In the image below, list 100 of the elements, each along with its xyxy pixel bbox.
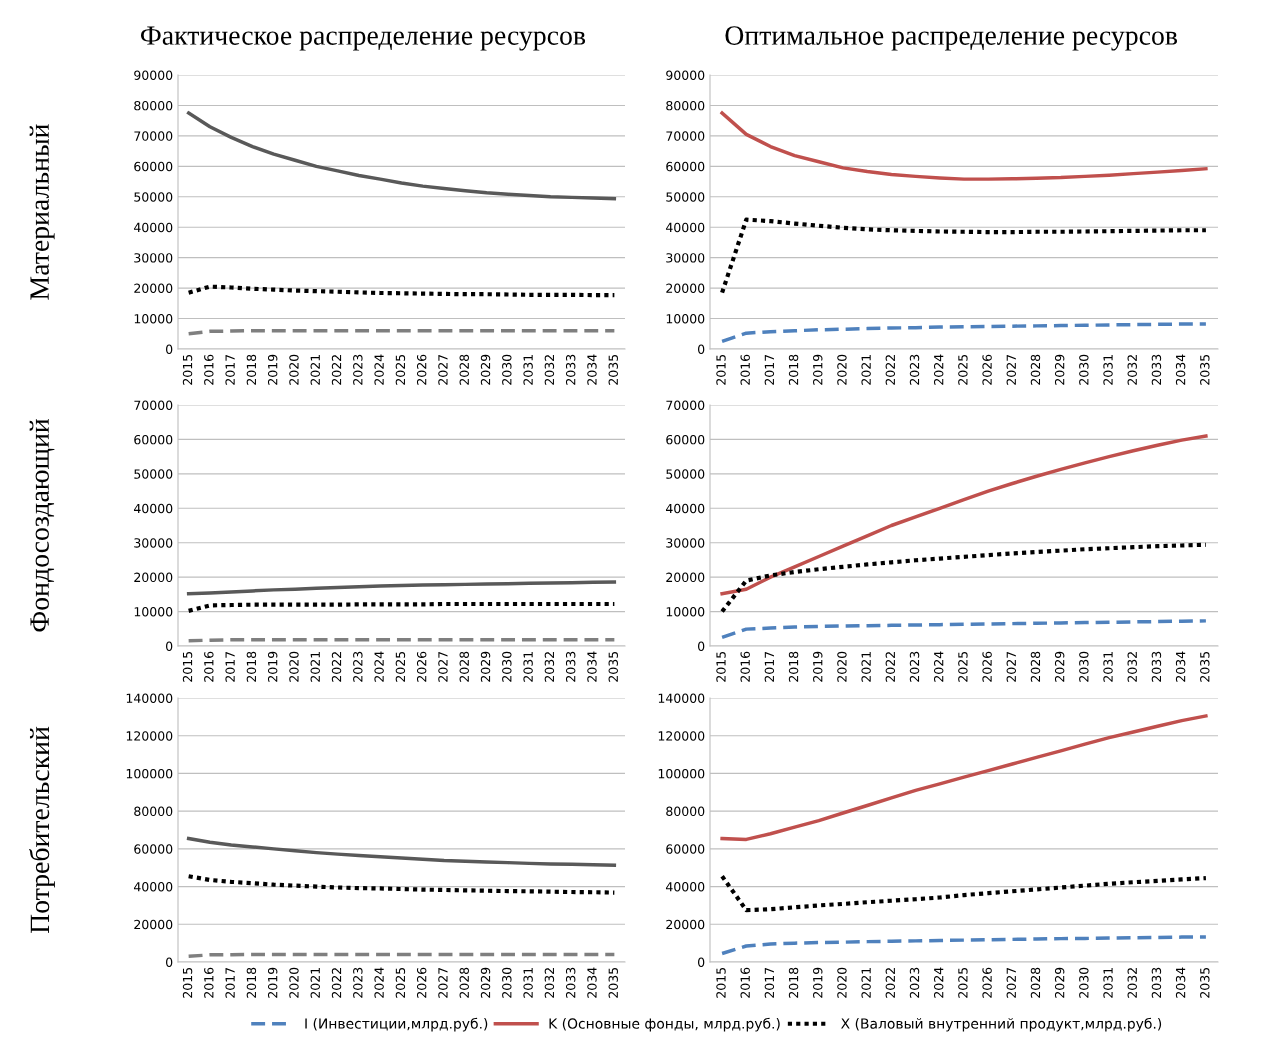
x-tick-label: 2027: [1006, 651, 1017, 682]
y-tick-label: 0: [166, 344, 173, 354]
x-tick-label: 2016: [740, 354, 750, 385]
x-tick-label: 2017: [225, 354, 235, 385]
x-tick-label: 2028: [1030, 967, 1041, 998]
line-series: [186, 580, 617, 596]
x-tick-label: 2019: [267, 967, 278, 998]
y-axis-title: Потребительский: [29, 726, 55, 934]
x-tick-label: 2031: [1103, 968, 1113, 998]
x-tick-label: 2022: [331, 968, 342, 998]
x-tick-label: 2021: [861, 968, 871, 998]
x-tick-label: 2016: [204, 354, 214, 385]
x-tick-label: 2019: [267, 354, 278, 385]
x-tick-label: 2021: [310, 968, 320, 998]
x-tick-label: 2015: [716, 651, 726, 682]
x-tick-label: 2026: [982, 967, 992, 998]
y-tick-label: 40000: [665, 503, 705, 514]
line-series: [186, 874, 617, 895]
y-tick-label: 90000: [666, 70, 705, 80]
x-tick-label: 2024: [933, 967, 944, 998]
x-tick-label: 2018: [246, 651, 257, 682]
x-tick-label: 2023: [353, 354, 363, 385]
y-tick-label: 30000: [134, 253, 173, 263]
x-tick-label: 2020: [837, 651, 847, 682]
x-tick-label: 2022: [331, 355, 342, 385]
x-tick-label: 2029: [1054, 651, 1065, 682]
x-tick-label: 2021: [861, 355, 871, 385]
y-tick-label: 70000: [134, 131, 173, 141]
x-tick-label: 2017: [764, 354, 775, 385]
chart-title: Оптимальное распределение ресурсов: [725, 26, 1178, 51]
line-series: [720, 714, 1208, 842]
line-series: [186, 111, 617, 201]
y-tick-label: 80000: [134, 806, 173, 817]
x-tick-label: 2032: [544, 355, 555, 385]
x-tick-label: 2025: [395, 651, 406, 682]
x-tick-label: 2016: [204, 967, 214, 998]
x-tick-label: 2034: [587, 967, 597, 998]
legend-label: I (Инвестиции,млрд.руб.): [305, 1017, 488, 1032]
x-tick-label: 2030: [1079, 967, 1089, 998]
x-tick-label: 2020: [289, 354, 299, 385]
line-series: [720, 542, 1208, 614]
x-tick-label: 2029: [480, 354, 491, 385]
y-tick-label: 40000: [665, 222, 705, 233]
line-series: [186, 284, 617, 298]
y-tick-label: 60000: [666, 434, 705, 445]
x-tick-label: 2020: [289, 967, 299, 998]
y-tick-label: 70000: [134, 400, 173, 410]
x-tick-label: 2016: [740, 967, 750, 998]
x-tick-label: 2029: [1054, 354, 1065, 385]
x-tick-label: 2023: [353, 967, 363, 998]
x-tick-label: 2020: [289, 651, 299, 682]
x-tick-label: 2029: [1054, 967, 1065, 998]
x-tick-label: 2026: [982, 354, 992, 385]
x-tick-label: 2015: [182, 651, 193, 682]
x-tick-label: 2026: [416, 651, 427, 682]
y-tick-label: 20000: [666, 572, 705, 583]
legend-label: K (Основные фонды, млрд.руб.): [549, 1017, 780, 1032]
y-tick-label: 10000: [134, 314, 173, 324]
y-tick-label: 40000: [665, 882, 705, 892]
x-tick-label: 2018: [788, 967, 799, 998]
y-tick-label: 40000: [133, 882, 173, 892]
x-tick-label: 2035: [1200, 967, 1210, 998]
y-tick-label: 140000: [126, 693, 173, 703]
line-series: [720, 935, 1208, 956]
y-tick-label: 30000: [666, 538, 705, 548]
y-tick-label: 30000: [134, 538, 173, 548]
x-tick-label: 2031: [1103, 355, 1113, 385]
x-tick-label: 2025: [958, 651, 968, 682]
x-tick-label: 2017: [764, 967, 775, 998]
x-tick-label: 2027: [438, 651, 448, 682]
x-tick-label: 2023: [909, 651, 920, 682]
line-series: [720, 111, 1208, 181]
y-tick-label: 50000: [666, 469, 705, 479]
y-tick-label: 30000: [666, 253, 705, 263]
y-tick-label: 50000: [666, 192, 705, 202]
x-tick-label: 2034: [587, 651, 597, 682]
y-tick-label: 10000: [134, 607, 173, 617]
x-tick-label: 2031: [523, 652, 533, 682]
y-tick-label: 20000: [134, 572, 173, 583]
line-series: [720, 434, 1208, 596]
line-series: [186, 836, 617, 867]
y-tick-label: 60000: [134, 161, 173, 172]
y-axis-title: Материальный: [29, 124, 55, 300]
line-series: [720, 874, 1208, 913]
x-tick-label: 2025: [958, 967, 968, 998]
y-tick-label: 10000: [666, 314, 705, 324]
x-tick-label: 2018: [246, 354, 257, 385]
x-tick-label: 2029: [480, 967, 491, 998]
x-tick-label: 2027: [1006, 967, 1017, 998]
x-tick-label: 2030: [502, 651, 512, 682]
x-tick-label: 2025: [395, 967, 406, 998]
x-tick-label: 2022: [885, 968, 896, 998]
x-tick-label: 2023: [909, 354, 920, 385]
x-tick-label: 2026: [416, 354, 427, 385]
x-tick-label: 2032: [1127, 355, 1137, 385]
y-tick-label: 60000: [134, 844, 173, 854]
x-tick-label: 2030: [1079, 651, 1089, 682]
y-tick-label: 20000: [134, 919, 173, 930]
y-tick-label: 120000: [126, 731, 173, 741]
x-tick-label: 2028: [459, 354, 469, 385]
